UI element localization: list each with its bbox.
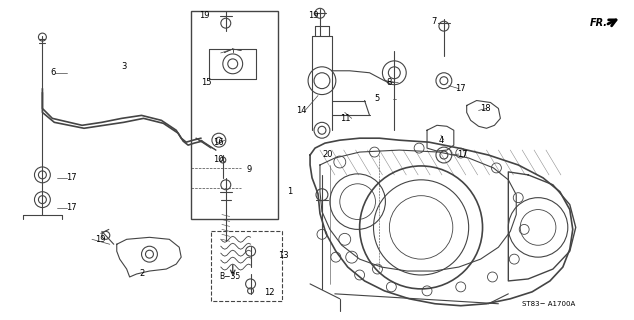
Text: 7: 7 (431, 17, 436, 26)
Text: 11: 11 (340, 114, 351, 123)
Text: 17: 17 (456, 149, 467, 158)
Text: 9: 9 (247, 165, 252, 174)
Text: 6: 6 (50, 68, 56, 77)
Text: 12: 12 (264, 288, 275, 297)
Text: 19: 19 (308, 11, 318, 20)
Text: 8: 8 (386, 78, 392, 87)
Bar (211, 231, 282, 301)
Text: 19: 19 (95, 235, 105, 244)
Text: 3: 3 (122, 62, 127, 71)
Text: 17: 17 (455, 84, 465, 93)
Text: 19: 19 (199, 11, 209, 20)
Text: 17: 17 (66, 173, 77, 182)
Text: 1: 1 (287, 187, 292, 196)
Text: 16: 16 (213, 138, 224, 147)
Text: ST83− A1700A: ST83− A1700A (522, 301, 576, 307)
Text: 18: 18 (481, 104, 491, 113)
Text: 5: 5 (375, 94, 380, 103)
Text: 4: 4 (439, 136, 444, 145)
Text: 20: 20 (322, 149, 332, 158)
Text: 13: 13 (278, 251, 289, 260)
Text: B−35: B−35 (219, 272, 240, 282)
Text: FR.: FR. (590, 18, 607, 28)
Text: 17: 17 (66, 203, 77, 212)
Text: 15: 15 (201, 78, 212, 87)
Text: 14: 14 (296, 106, 307, 115)
Text: 10: 10 (213, 156, 223, 164)
Text: 2: 2 (139, 268, 145, 277)
Bar (191, 11, 278, 220)
